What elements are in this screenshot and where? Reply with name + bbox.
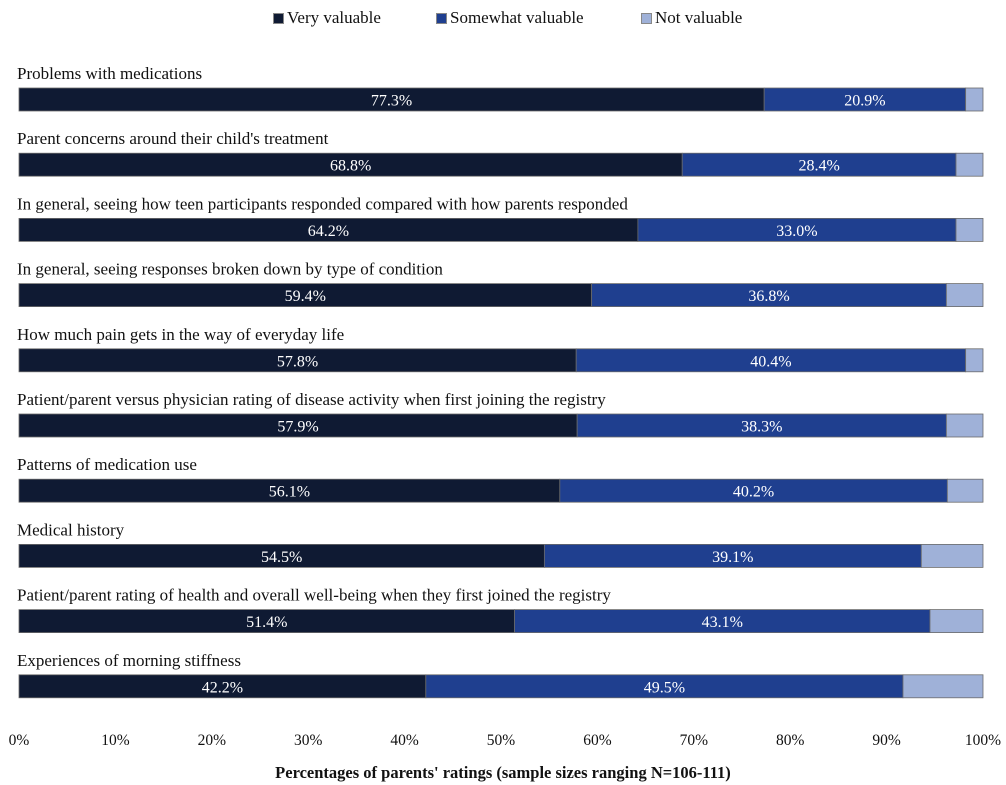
data-label: 42.2% (202, 679, 243, 696)
category-label: Problems with medications (17, 64, 202, 83)
data-label: 77.3% (371, 93, 412, 110)
legend-label-very-valuable: Very valuable (287, 8, 381, 27)
category-label: Medical history (17, 520, 125, 539)
x-tick-label: 80% (776, 732, 805, 749)
legend-label-somewhat-valuable: Somewhat valuable (450, 8, 584, 27)
category-label: How much pain gets in the way of everyda… (17, 325, 344, 344)
data-label: 59.4% (285, 288, 326, 305)
bar-segment (902, 674, 984, 699)
bar-segment (945, 283, 984, 308)
x-tick-label: 70% (680, 732, 709, 749)
category-label: Patient/parent versus physician rating o… (17, 390, 606, 409)
category-label: Parent concerns around their child's tre… (17, 129, 329, 148)
x-tick-label: 90% (872, 732, 901, 749)
bar-segment (920, 544, 984, 568)
legend-swatch-very-valuable (273, 12, 284, 24)
x-tick-label: 0% (9, 732, 30, 749)
x-axis-title: Percentages of parents' ratings (sample … (275, 763, 731, 782)
legend-label-not-valuable: Not valuable (655, 8, 743, 27)
category-label: In general, seeing how teen participants… (17, 194, 628, 213)
data-label: 43.1% (702, 614, 743, 631)
category-label: In general, seeing responses broken down… (17, 260, 443, 279)
x-tick-label: 60% (583, 732, 612, 749)
data-label: 20.9% (844, 93, 885, 110)
data-label: 56.1% (269, 484, 310, 501)
legend-swatch-somewhat-valuable (436, 12, 447, 24)
data-label: 40.4% (750, 353, 791, 370)
bar-segment (946, 478, 984, 503)
data-label: 57.9% (277, 419, 318, 436)
bar-segment (945, 413, 984, 438)
legend-swatch-not-valuable (641, 12, 652, 24)
bar-segment (929, 609, 984, 633)
category-label: Patient/parent rating of health and over… (17, 586, 611, 605)
x-tick-label: 20% (198, 732, 227, 749)
data-label: 68.8% (330, 158, 371, 175)
data-label: 57.8% (277, 353, 318, 370)
bar-segment (965, 348, 984, 373)
bar-segment (955, 217, 984, 242)
legend-item-not-valuable: Not valuable (641, 8, 742, 28)
category-label: Patterns of medication use (17, 455, 197, 474)
x-tick-label: 50% (487, 732, 516, 749)
data-label: 51.4% (246, 614, 287, 631)
legend-item-very-valuable: Very valuable (273, 8, 381, 28)
data-label: 33.0% (776, 223, 817, 240)
x-tick-label: 10% (101, 732, 130, 749)
bar-segment (965, 87, 984, 112)
x-tick-label: 100% (965, 732, 1001, 749)
bar-segment (955, 152, 984, 177)
category-label: Experiences of morning stiffness (17, 651, 241, 670)
data-label: 38.3% (741, 419, 782, 436)
x-tick-label: 40% (390, 732, 419, 749)
legend-item-somewhat-valuable: Somewhat valuable (436, 8, 584, 28)
data-label: 40.2% (733, 484, 774, 501)
data-label: 28.4% (798, 158, 839, 175)
data-label: 49.5% (644, 679, 685, 696)
data-label: 39.1% (712, 549, 753, 566)
legend: Very valuable Somewhat valuable Not valu… (0, 8, 1006, 30)
data-label: 64.2% (308, 223, 349, 240)
data-label: 36.8% (748, 288, 789, 305)
x-tick-label: 30% (294, 732, 323, 749)
data-label: 54.5% (261, 549, 302, 566)
